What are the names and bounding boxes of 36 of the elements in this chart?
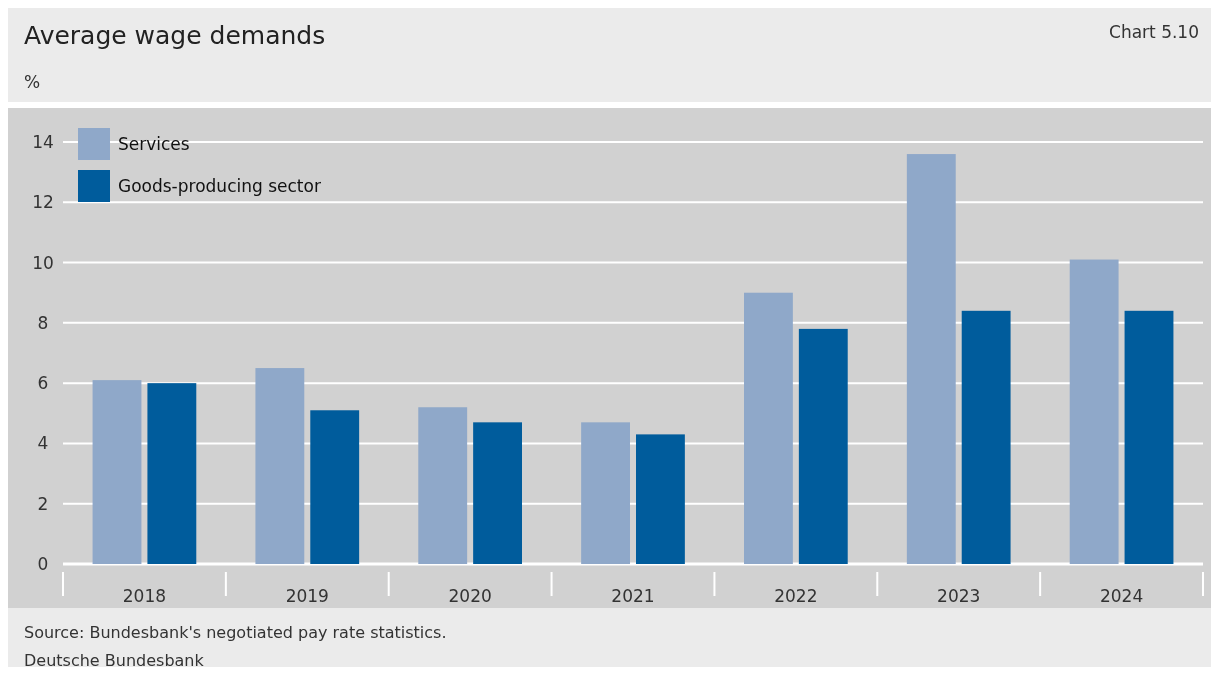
x-tick-label: 2021 xyxy=(611,586,655,606)
y-tick-label: 14 xyxy=(32,131,54,152)
x-tick-label: 2023 xyxy=(937,586,981,606)
bar xyxy=(310,410,360,564)
bar xyxy=(418,407,468,564)
legend-label: Goods-producing sector xyxy=(118,175,321,196)
bar xyxy=(473,422,522,564)
x-tick-label: 2018 xyxy=(122,586,167,606)
bar xyxy=(744,292,793,564)
text: Deutsche Bundesbank xyxy=(24,651,205,670)
y-tick-label: 4 xyxy=(37,433,49,454)
y-tick-label: 0 xyxy=(37,553,49,574)
y-tick-label: 10 xyxy=(32,252,54,273)
bar xyxy=(92,380,142,564)
y-tick-label: 2 xyxy=(37,493,49,514)
y-tick-label: 6 xyxy=(37,373,49,394)
y-axis-title: % xyxy=(24,72,41,92)
bar xyxy=(1069,259,1119,564)
bar xyxy=(581,422,630,564)
chart-title: Average wage demands xyxy=(24,21,326,50)
x-tick-label: 2022 xyxy=(774,586,818,606)
bar xyxy=(906,154,956,564)
x-tick-label: 2019 xyxy=(285,586,329,606)
bar xyxy=(147,383,197,564)
bar xyxy=(636,434,685,564)
legend-label: Services xyxy=(118,133,190,154)
y-tick-label: 8 xyxy=(37,312,49,333)
bar xyxy=(798,328,848,564)
x-tick-label: 2020 xyxy=(448,586,492,606)
bar xyxy=(255,368,305,564)
bar xyxy=(1124,310,1174,564)
source-note: Source: Bundesbank's negotiated pay rate statistics. xyxy=(24,623,447,642)
x-tick-label: 2024 xyxy=(1099,586,1144,606)
caption: Chart 5.10 xyxy=(1109,22,1199,42)
bar xyxy=(961,310,1011,564)
y-tick-label: 12 xyxy=(32,192,54,213)
